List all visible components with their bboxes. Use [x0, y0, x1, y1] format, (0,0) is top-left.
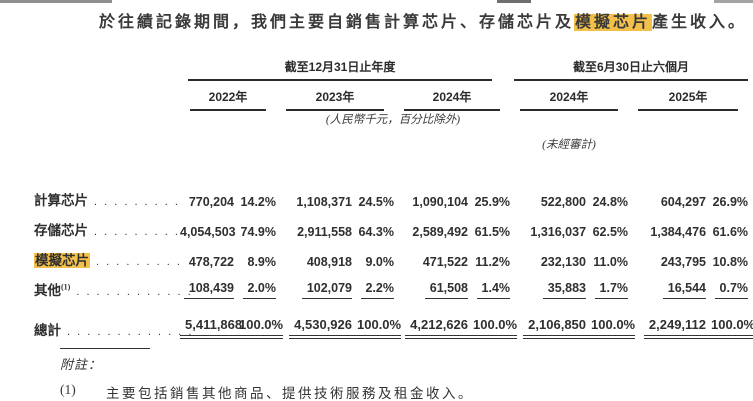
leader-dots: . . . . . . . . . . . . . — [67, 326, 194, 338]
row-label-highlighted: 模擬芯片 — [34, 253, 90, 268]
currency-note-row: (人民幣千元，百分比除外) — [32, 111, 748, 127]
total-percent: 100.0% — [586, 317, 636, 339]
unaudited-note-row: (未經審計) — [32, 127, 748, 152]
cell-percent: 64.3% — [358, 225, 394, 239]
year-header-2023: 2023年 — [286, 81, 384, 111]
cell-value: 604,297 — [660, 195, 707, 209]
cell-percent: 24.8% — [592, 195, 629, 209]
leader-dots: . . . . . . . . . — [96, 256, 182, 268]
group-header-annual: 截至12月31日止年度 — [188, 58, 493, 81]
cropped-text-artifact — [714, 0, 753, 3]
total-value: 4,530,926 — [289, 317, 352, 339]
cell-percent: 1.7% — [594, 281, 629, 299]
table-row-total: 總計 . . . . . . . . . . . . . 5,411,868 10… — [32, 299, 753, 339]
spacer-row — [32, 152, 748, 179]
cell-value: 4,054,503 — [180, 225, 236, 239]
group-header-row: 截至12月31日止年度 截至6月30日止六個月 — [32, 58, 749, 81]
cell-value: 2,589,492 — [412, 225, 468, 239]
cell-percent: 1.4% — [476, 281, 511, 299]
cell-percent: 25.9% — [474, 195, 511, 209]
cell-value: 478,722 — [188, 255, 234, 269]
cell-value: 408,918 — [306, 255, 352, 269]
cell-value: 770,204 — [188, 195, 234, 209]
cell-percent: 10.8% — [712, 255, 749, 269]
cell-percent: 61.6% — [712, 225, 749, 239]
unaudited-note: (未經審計) — [542, 139, 596, 151]
cell-value: 471,522 — [422, 255, 468, 269]
cell-value: 522,800 — [540, 195, 587, 209]
footnote-divider — [60, 348, 150, 349]
total-percent: 100.0% — [468, 317, 518, 339]
total-percent: 100.0% — [234, 317, 284, 339]
intro-highlight: 模擬芯片 — [574, 14, 653, 31]
table-row-storage-chips: 存儲芯片 . . . . . . . . . 4,054,503 74.9% 2,… — [32, 209, 748, 239]
leader-dots: . . . . . . . . . — [94, 196, 180, 208]
cell-percent: 26.9% — [712, 195, 749, 209]
year-header-2025-h1: 2025年 — [638, 81, 739, 111]
cell-value: 16,544 — [662, 281, 707, 299]
row-label: 存儲芯片 — [34, 223, 88, 238]
total-value: 2,106,850 — [523, 317, 587, 339]
cell-value: 232,130 — [540, 255, 587, 269]
footnote-ref: (1) — [61, 282, 71, 292]
group-header-interim: 截至6月30日止六個月 — [514, 58, 749, 81]
footnote-number: (1) — [60, 382, 76, 397]
intro-text-pre: 於往績記錄期間，我們主要自銷售計算芯片、存儲芯片及 — [99, 14, 575, 31]
table-row-analog-chips: 模擬芯片 . . . . . . . . . 478,722 8.9% 408,9… — [32, 239, 748, 269]
total-value: 4,212,626 — [405, 317, 468, 339]
cell-percent: 11.0% — [593, 255, 629, 269]
row-label-total: 總計 — [34, 323, 61, 338]
cell-percent: 11.2% — [475, 255, 511, 269]
total-percent: 100.0% — [706, 317, 753, 339]
footnote-title: 附註： — [60, 357, 103, 372]
cell-percent: 2.2% — [360, 281, 394, 299]
cell-percent: 9.0% — [365, 255, 395, 269]
cropped-text-artifact — [0, 0, 112, 3]
table-row-others: 其他(1) . . . . . . . . . . . . 108,439 2.0… — [32, 269, 749, 299]
year-header-row: 2022年 2023年 2024年 2024年 2025年 — [32, 81, 748, 111]
cell-value: 35,883 — [542, 281, 587, 299]
cell-percent: 62.5% — [592, 225, 629, 239]
cell-percent: 14.2% — [240, 195, 276, 209]
cell-percent: 24.5% — [358, 195, 394, 209]
cell-value: 108,439 — [183, 281, 234, 299]
cell-percent: 74.9% — [240, 225, 276, 239]
intro-paragraph: 於往績記錄期間，我們主要自銷售計算芯片、存儲芯片及模擬芯片產生收入。 — [99, 8, 747, 32]
cell-percent: 8.9% — [247, 255, 277, 269]
total-value: 2,249,112 — [643, 317, 707, 339]
row-label: 其他 — [34, 283, 61, 298]
year-header-2022: 2022年 — [190, 81, 266, 111]
leader-dots: . . . . . . . . . — [94, 226, 180, 238]
revenue-breakdown-table: 截至12月31日止年度 截至6月30日止六個月 2022年 2023年 2024… — [32, 58, 753, 339]
cell-percent: 61.5% — [474, 225, 511, 239]
cell-value: 1,090,104 — [412, 195, 468, 209]
footnotes-section: 附註： (1) 主要包括銷售其他商品、提供技術服務及租金收入。 — [60, 348, 474, 401]
cell-value: 61,508 — [424, 281, 468, 299]
cell-value: 102,079 — [301, 281, 352, 299]
cell-value: 1,316,037 — [530, 225, 587, 239]
cell-percent: 0.7% — [714, 281, 749, 299]
total-value: 5,411,868 — [180, 317, 243, 339]
cell-value: 243,795 — [660, 255, 707, 269]
cropped-text-artifact — [497, 0, 531, 3]
footnote-item: (1) 主要包括銷售其他商品、提供技術服務及租金收入。 — [60, 382, 474, 401]
row-label: 計算芯片 — [34, 193, 88, 208]
footnote-text: 主要包括銷售其他商品、提供技術服務及租金收入。 — [106, 386, 474, 401]
intro-text-post: 產生收入。 — [652, 14, 748, 31]
cell-value: 1,108,371 — [296, 195, 352, 209]
year-header-2024: 2024年 — [404, 81, 501, 111]
table-row-computing-chips: 計算芯片 . . . . . . . . . 770,204 14.2% 1,10… — [32, 179, 748, 209]
cell-value: 2,911,558 — [297, 225, 352, 239]
cell-value: 1,384,476 — [650, 225, 707, 239]
year-header-2024-h1: 2024年 — [520, 81, 619, 111]
total-percent: 100.0% — [352, 317, 402, 339]
currency-note: (人民幣千元，百分比除外) — [325, 114, 461, 126]
cell-percent: 2.0% — [242, 281, 276, 299]
leader-dots: . . . . . . . . . . . . — [76, 286, 193, 298]
